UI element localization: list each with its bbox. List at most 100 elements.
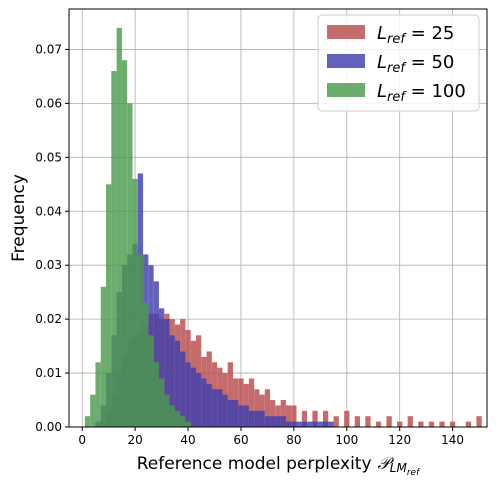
series-2 bbox=[84, 27, 191, 427]
legend-swatch bbox=[327, 83, 365, 97]
bar bbox=[217, 389, 223, 427]
bar bbox=[259, 394, 265, 427]
bar bbox=[259, 410, 265, 427]
bar bbox=[227, 400, 234, 427]
bar bbox=[238, 378, 244, 427]
bar bbox=[195, 373, 202, 427]
bar bbox=[285, 421, 292, 427]
bar bbox=[270, 400, 276, 427]
bar bbox=[222, 394, 228, 427]
bar bbox=[84, 416, 91, 427]
bar bbox=[180, 351, 186, 427]
bar bbox=[238, 405, 244, 427]
bar bbox=[121, 60, 128, 427]
y-tick-label: 0.05 bbox=[35, 150, 62, 164]
bar bbox=[270, 416, 276, 427]
bar bbox=[185, 362, 191, 427]
bar bbox=[375, 421, 382, 427]
bar bbox=[90, 394, 96, 427]
bar bbox=[180, 416, 186, 427]
bar bbox=[111, 71, 117, 427]
bar bbox=[158, 308, 165, 427]
x-axis-ticks: 0 20 40 60 80 100 120 140 bbox=[78, 427, 464, 447]
bar bbox=[164, 394, 170, 427]
bar bbox=[449, 421, 456, 427]
bar bbox=[137, 254, 144, 427]
bar bbox=[106, 184, 112, 427]
x-axis-label: Reference model perplexity 𝒫LMref bbox=[137, 454, 421, 478]
bar bbox=[264, 416, 271, 427]
bar bbox=[307, 421, 313, 427]
bar bbox=[243, 405, 249, 427]
plot-frame bbox=[68, 8, 488, 428]
bar bbox=[248, 378, 255, 427]
bar bbox=[312, 421, 318, 427]
histogram-bars bbox=[84, 27, 482, 427]
bar bbox=[95, 362, 101, 427]
legend-swatch bbox=[327, 25, 365, 39]
bar bbox=[164, 319, 170, 427]
x-tick-label: 0 bbox=[78, 433, 86, 447]
legend-label: Lref = 25 bbox=[377, 23, 454, 47]
x-tick-label: 140 bbox=[441, 433, 464, 447]
bar bbox=[439, 421, 445, 427]
bar bbox=[227, 362, 234, 427]
bar bbox=[127, 103, 133, 427]
bar bbox=[322, 410, 329, 427]
x-tick-label: 20 bbox=[127, 433, 142, 447]
bar bbox=[148, 335, 154, 427]
bar bbox=[333, 416, 339, 427]
y-tick-label: 0.01 bbox=[35, 366, 62, 380]
y-tick-label: 0.06 bbox=[35, 96, 62, 110]
bar bbox=[397, 421, 403, 427]
bar bbox=[153, 362, 159, 427]
bar bbox=[233, 400, 239, 427]
bar bbox=[465, 421, 472, 427]
bar bbox=[100, 286, 107, 427]
bar bbox=[280, 416, 286, 427]
bar bbox=[254, 410, 260, 427]
x-tick-label: 100 bbox=[335, 433, 358, 447]
bar bbox=[206, 383, 212, 427]
bar bbox=[169, 335, 175, 427]
bar bbox=[174, 340, 181, 427]
bar bbox=[317, 421, 323, 427]
bar bbox=[428, 421, 435, 427]
bar bbox=[312, 410, 318, 427]
bar bbox=[280, 400, 286, 427]
legend-label: Lref = 100 bbox=[377, 81, 466, 105]
y-tick-label: 0.00 bbox=[35, 420, 62, 434]
y-tick-label: 0.02 bbox=[35, 312, 62, 326]
y-tick-label: 0.03 bbox=[35, 258, 62, 272]
bar bbox=[407, 416, 413, 427]
bar bbox=[301, 421, 308, 427]
x-tick-label: 60 bbox=[233, 433, 248, 447]
x-tick-label: 120 bbox=[388, 433, 411, 447]
bar bbox=[322, 421, 329, 427]
bar bbox=[328, 421, 334, 427]
legend-label: Lref = 50 bbox=[377, 52, 454, 76]
bar bbox=[185, 421, 191, 427]
bar bbox=[153, 281, 159, 427]
bar bbox=[344, 410, 350, 427]
bar bbox=[476, 416, 482, 427]
bar bbox=[174, 410, 181, 427]
bar bbox=[365, 416, 371, 427]
bar bbox=[211, 389, 218, 427]
bar bbox=[296, 421, 302, 427]
bar bbox=[132, 178, 138, 427]
legend-swatch bbox=[327, 54, 365, 68]
bar bbox=[190, 367, 196, 427]
x-tick-label: 80 bbox=[286, 433, 301, 447]
bar bbox=[158, 378, 165, 427]
bar bbox=[354, 416, 361, 427]
x-tick-label: 40 bbox=[180, 433, 195, 447]
y-axis-ticks: 0.00 0.01 0.02 0.03 0.04 0.05 0.06 0.07 bbox=[35, 42, 69, 434]
y-axis-label: Frequency bbox=[9, 174, 29, 262]
bar bbox=[291, 421, 297, 427]
bar bbox=[285, 405, 292, 427]
bar bbox=[116, 27, 122, 427]
bar bbox=[248, 410, 255, 427]
bar bbox=[418, 421, 424, 427]
